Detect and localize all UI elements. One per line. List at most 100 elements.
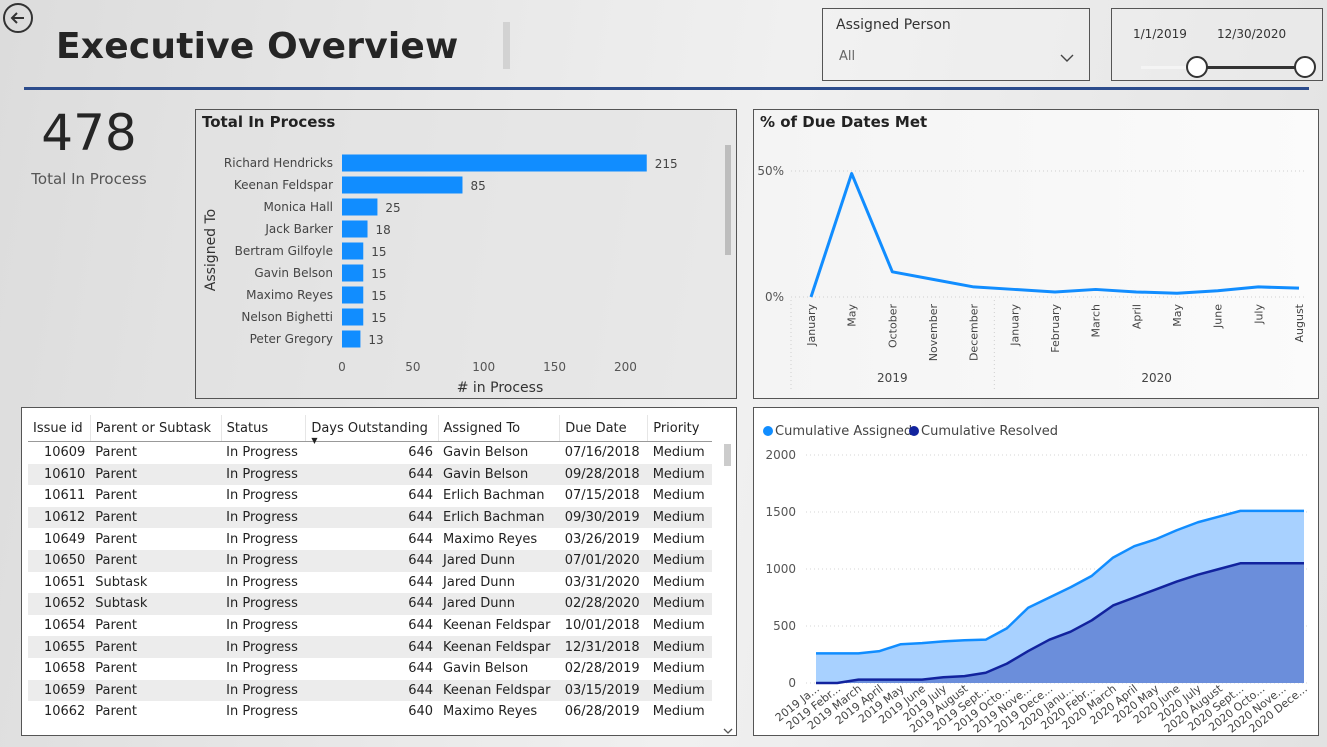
table-row[interactable]: 10609 Parent In Progress 646 Gavin Belson 07/… [28, 442, 712, 464]
chart-scrollbar[interactable] [724, 145, 732, 355]
table-row[interactable]: 10652 Subtask In Progress 644 Jared Dunn 02/2… [28, 593, 712, 615]
table-row[interactable]: 10658 Parent In Progress 644 Gavin Belson 02/… [28, 658, 712, 680]
table-cell: Medium [647, 463, 712, 486]
slider-track [1141, 66, 1197, 69]
y-tick-label: 50% [757, 164, 784, 178]
due-dates-met-chart: % of Due Dates Met 0% 50% January May Octobe… [753, 109, 1319, 399]
bar-category-label: Maximo Reyes [246, 288, 333, 302]
bar[interactable] [342, 264, 364, 282]
table-cell: In Progress [226, 574, 298, 590]
bar-category-label: Jack Barker [264, 222, 333, 236]
table-row[interactable]: 10650 Parent In Progress 644 Jared Dunn 07/01… [28, 549, 712, 572]
table-row[interactable]: 10651 Subtask In Progress 644 Jared Dunn 03/3… [28, 572, 712, 594]
table-cell: 02/28/2019 [564, 661, 640, 677]
bar-category-label: Monica Hall [264, 200, 333, 214]
table-row[interactable]: 10611 Parent In Progress 644 Erlich Bachman 0… [28, 485, 712, 507]
x-tick-label: June [1212, 304, 1225, 329]
table-cell: 07/01/2020 [559, 549, 648, 572]
table-cell: Keenan Feldspar [438, 636, 560, 658]
bar[interactable] [342, 198, 378, 216]
kpi-label: Total In Process [31, 170, 147, 188]
table-row[interactable]: 10654 Parent In Progress 644 Keenan Feldspar… [28, 615, 712, 637]
assigned-person-dropdown[interactable]: All [833, 44, 1079, 72]
table-cell: 10611 [43, 488, 86, 504]
table-cell: Medium [647, 549, 712, 572]
x-tick-label: February [1049, 304, 1062, 353]
table-cell: Parent [95, 618, 137, 634]
table-cell: In Progress [226, 488, 298, 504]
x-tick-label: May [846, 304, 859, 327]
y-tick-label: 1000 [765, 562, 796, 576]
bar[interactable] [342, 154, 647, 172]
chevron-down-icon [1060, 54, 1074, 62]
table-cell: 644 [408, 488, 434, 504]
table-cell: Subtask [90, 593, 222, 615]
y-tick-label: 0% [765, 290, 784, 304]
title-divider [503, 22, 510, 69]
table-cell: Jared Dunn [438, 549, 560, 572]
table-cell: Gavin Belson [443, 445, 529, 461]
x-group-label: 2019 [877, 371, 908, 385]
table-cell: Parent [90, 679, 222, 702]
scroll-down-icon[interactable] [722, 726, 734, 736]
table-cell: 644 [305, 636, 439, 658]
table-row[interactable]: 10649 Parent In Progress 644 Maximo Reyes 03/… [28, 528, 712, 550]
table-cell: 646 [408, 445, 434, 461]
table-cell: 644 [305, 593, 439, 615]
table-cell: 644 [408, 618, 434, 634]
table-cell: 644 [305, 463, 439, 486]
column-header[interactable]: Due Date [559, 415, 648, 442]
line-chart-svg: 0% 50% January May October November December Ja… [757, 164, 1306, 390]
table-cell: 644 [305, 679, 439, 702]
table-cell: 07/16/2018 [564, 445, 640, 461]
table-cell: Gavin Belson [443, 661, 529, 677]
bar[interactable] [342, 286, 364, 304]
bar[interactable] [342, 308, 364, 326]
table-scrollbar[interactable] [722, 442, 734, 734]
table-cell: In Progress [221, 636, 306, 658]
table-cell: 07/15/2018 [564, 488, 640, 504]
bar[interactable] [342, 176, 463, 194]
table-cell: 06/28/2019 [564, 704, 640, 720]
table-row[interactable]: 10612 Parent In Progress 644 Erlich Bachman 0… [28, 506, 712, 529]
column-header[interactable]: Priority [647, 415, 712, 442]
table-cell: Medium [647, 506, 712, 529]
column-header[interactable]: Parent or Subtask [89, 415, 222, 442]
table-cell: Medium [652, 531, 705, 547]
table-row[interactable]: 10659 Parent In Progress 644 Keenan Feldspar… [28, 679, 712, 702]
bar-data-label: 25 [385, 201, 400, 215]
start-slider-handle[interactable] [1186, 56, 1208, 78]
bar-category-label: Keenan Feldspar [234, 178, 333, 192]
x-tick-label: March [1090, 304, 1103, 338]
back-arrow-icon[interactable] [3, 3, 33, 33]
table-row[interactable]: 10610 Parent In Progress 644 Gavin Belson 09/… [28, 463, 712, 486]
table-cell: Medium [652, 661, 705, 677]
column-header[interactable]: Issue id [28, 415, 91, 442]
table-cell: Medium [652, 618, 705, 634]
bar-data-label: 15 [371, 311, 386, 325]
table-cell: Maximo Reyes [443, 531, 538, 547]
table-cell: Medium [647, 679, 712, 702]
bar[interactable] [342, 220, 368, 238]
end-date-input[interactable]: 12/30/2020 [1217, 27, 1287, 41]
column-header[interactable]: Status [220, 415, 306, 442]
column-header[interactable]: Days Outstanding ▼ [305, 415, 439, 445]
table-cell: 10654 [43, 618, 86, 634]
column-header[interactable]: Assigned To [437, 415, 560, 442]
y-axis-title: Assigned To [203, 209, 219, 292]
table-cell: Keenan Feldspar [438, 679, 560, 702]
bar[interactable] [342, 330, 361, 348]
start-date-input[interactable]: 1/1/2019 [1133, 27, 1187, 41]
table-cell: In Progress [226, 661, 298, 677]
table-cell: Medium [652, 704, 705, 720]
bar[interactable] [342, 242, 364, 260]
series-line [809, 172, 1300, 298]
table-row[interactable]: 10655 Parent In Progress 644 Keenan Feldspar… [28, 636, 712, 658]
table-cell: 644 [408, 661, 434, 677]
end-slider-handle[interactable] [1294, 56, 1316, 78]
series-line [816, 509, 1304, 655]
header-rule [24, 87, 1309, 90]
table-cell: 10650 [28, 549, 91, 572]
x-tick-label: October [886, 304, 899, 348]
table-row[interactable]: 10662 Parent In Progress 640 Maximo Reyes 06/… [28, 701, 712, 723]
